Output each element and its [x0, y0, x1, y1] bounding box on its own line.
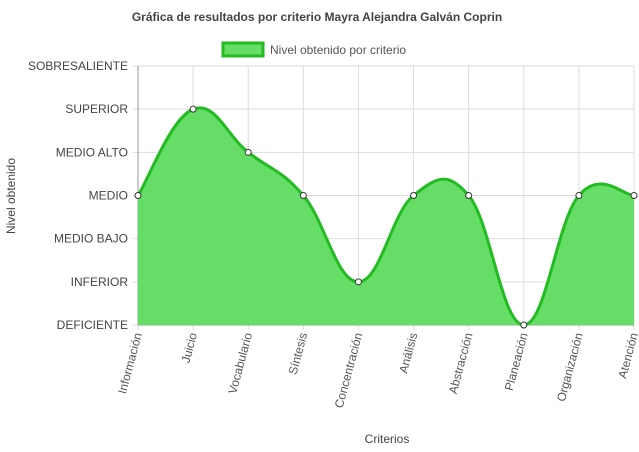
x-tick-label: Planeación [502, 331, 531, 392]
data-point[interactable] [134, 192, 142, 199]
data-point[interactable] [299, 192, 307, 199]
data-point[interactable] [244, 148, 252, 156]
data-point[interactable] [630, 192, 638, 199]
x-axis-title: Criterios [365, 432, 410, 446]
area-fill [138, 107, 634, 325]
data-points [134, 105, 638, 329]
series-line [136, 106, 635, 327]
x-axis-ticks: Información Juicio Vocabulario Síntesis Conc… [115, 331, 639, 410]
y-tick-label: SOBRESALIENTE [28, 59, 128, 73]
legend-swatch [221, 41, 265, 58]
x-tick-label: Análisis [396, 331, 420, 375]
y-tick-label: DEFICIENTE [57, 318, 128, 332]
y-tick-label: INFERIOR [71, 275, 129, 289]
series-area [136, 106, 635, 327]
y-tick-label: SUPERIOR [65, 102, 128, 116]
y-tick-label: MEDIO ALTO [56, 145, 128, 159]
x-tick-label: Síntesis [286, 331, 311, 376]
x-tick-label: Juicio [179, 331, 201, 365]
data-point[interactable] [465, 192, 473, 199]
legend-label: Nivel obtenido por criterio [270, 43, 406, 57]
legend[interactable]: Nivel obtenido por criterio [221, 41, 406, 58]
y-axis-title: Nivel obtenido [4, 158, 18, 234]
x-tick-label: Concentración [332, 331, 366, 409]
y-tick-label: MEDIO BAJO [54, 232, 128, 246]
x-tick-label: Abstracción [446, 331, 476, 395]
chart-title: Gráfica de resultados por criterio Mayra… [132, 10, 502, 24]
x-tick-label: Organización [554, 331, 586, 403]
data-point[interactable] [410, 192, 418, 199]
x-tick-label: Atención [615, 331, 639, 380]
x-tick-label: Información [115, 331, 145, 395]
data-point[interactable] [354, 278, 362, 286]
x-tick-label: Vocabulario [225, 331, 255, 396]
data-point[interactable] [520, 321, 528, 329]
data-point[interactable] [189, 105, 197, 113]
data-point[interactable] [575, 192, 583, 199]
y-tick-label: MEDIO [89, 189, 128, 203]
y-axis-ticks: DEFICIENTE INFERIOR MEDIO BAJO MEDIO MEDIO A… [28, 59, 128, 332]
